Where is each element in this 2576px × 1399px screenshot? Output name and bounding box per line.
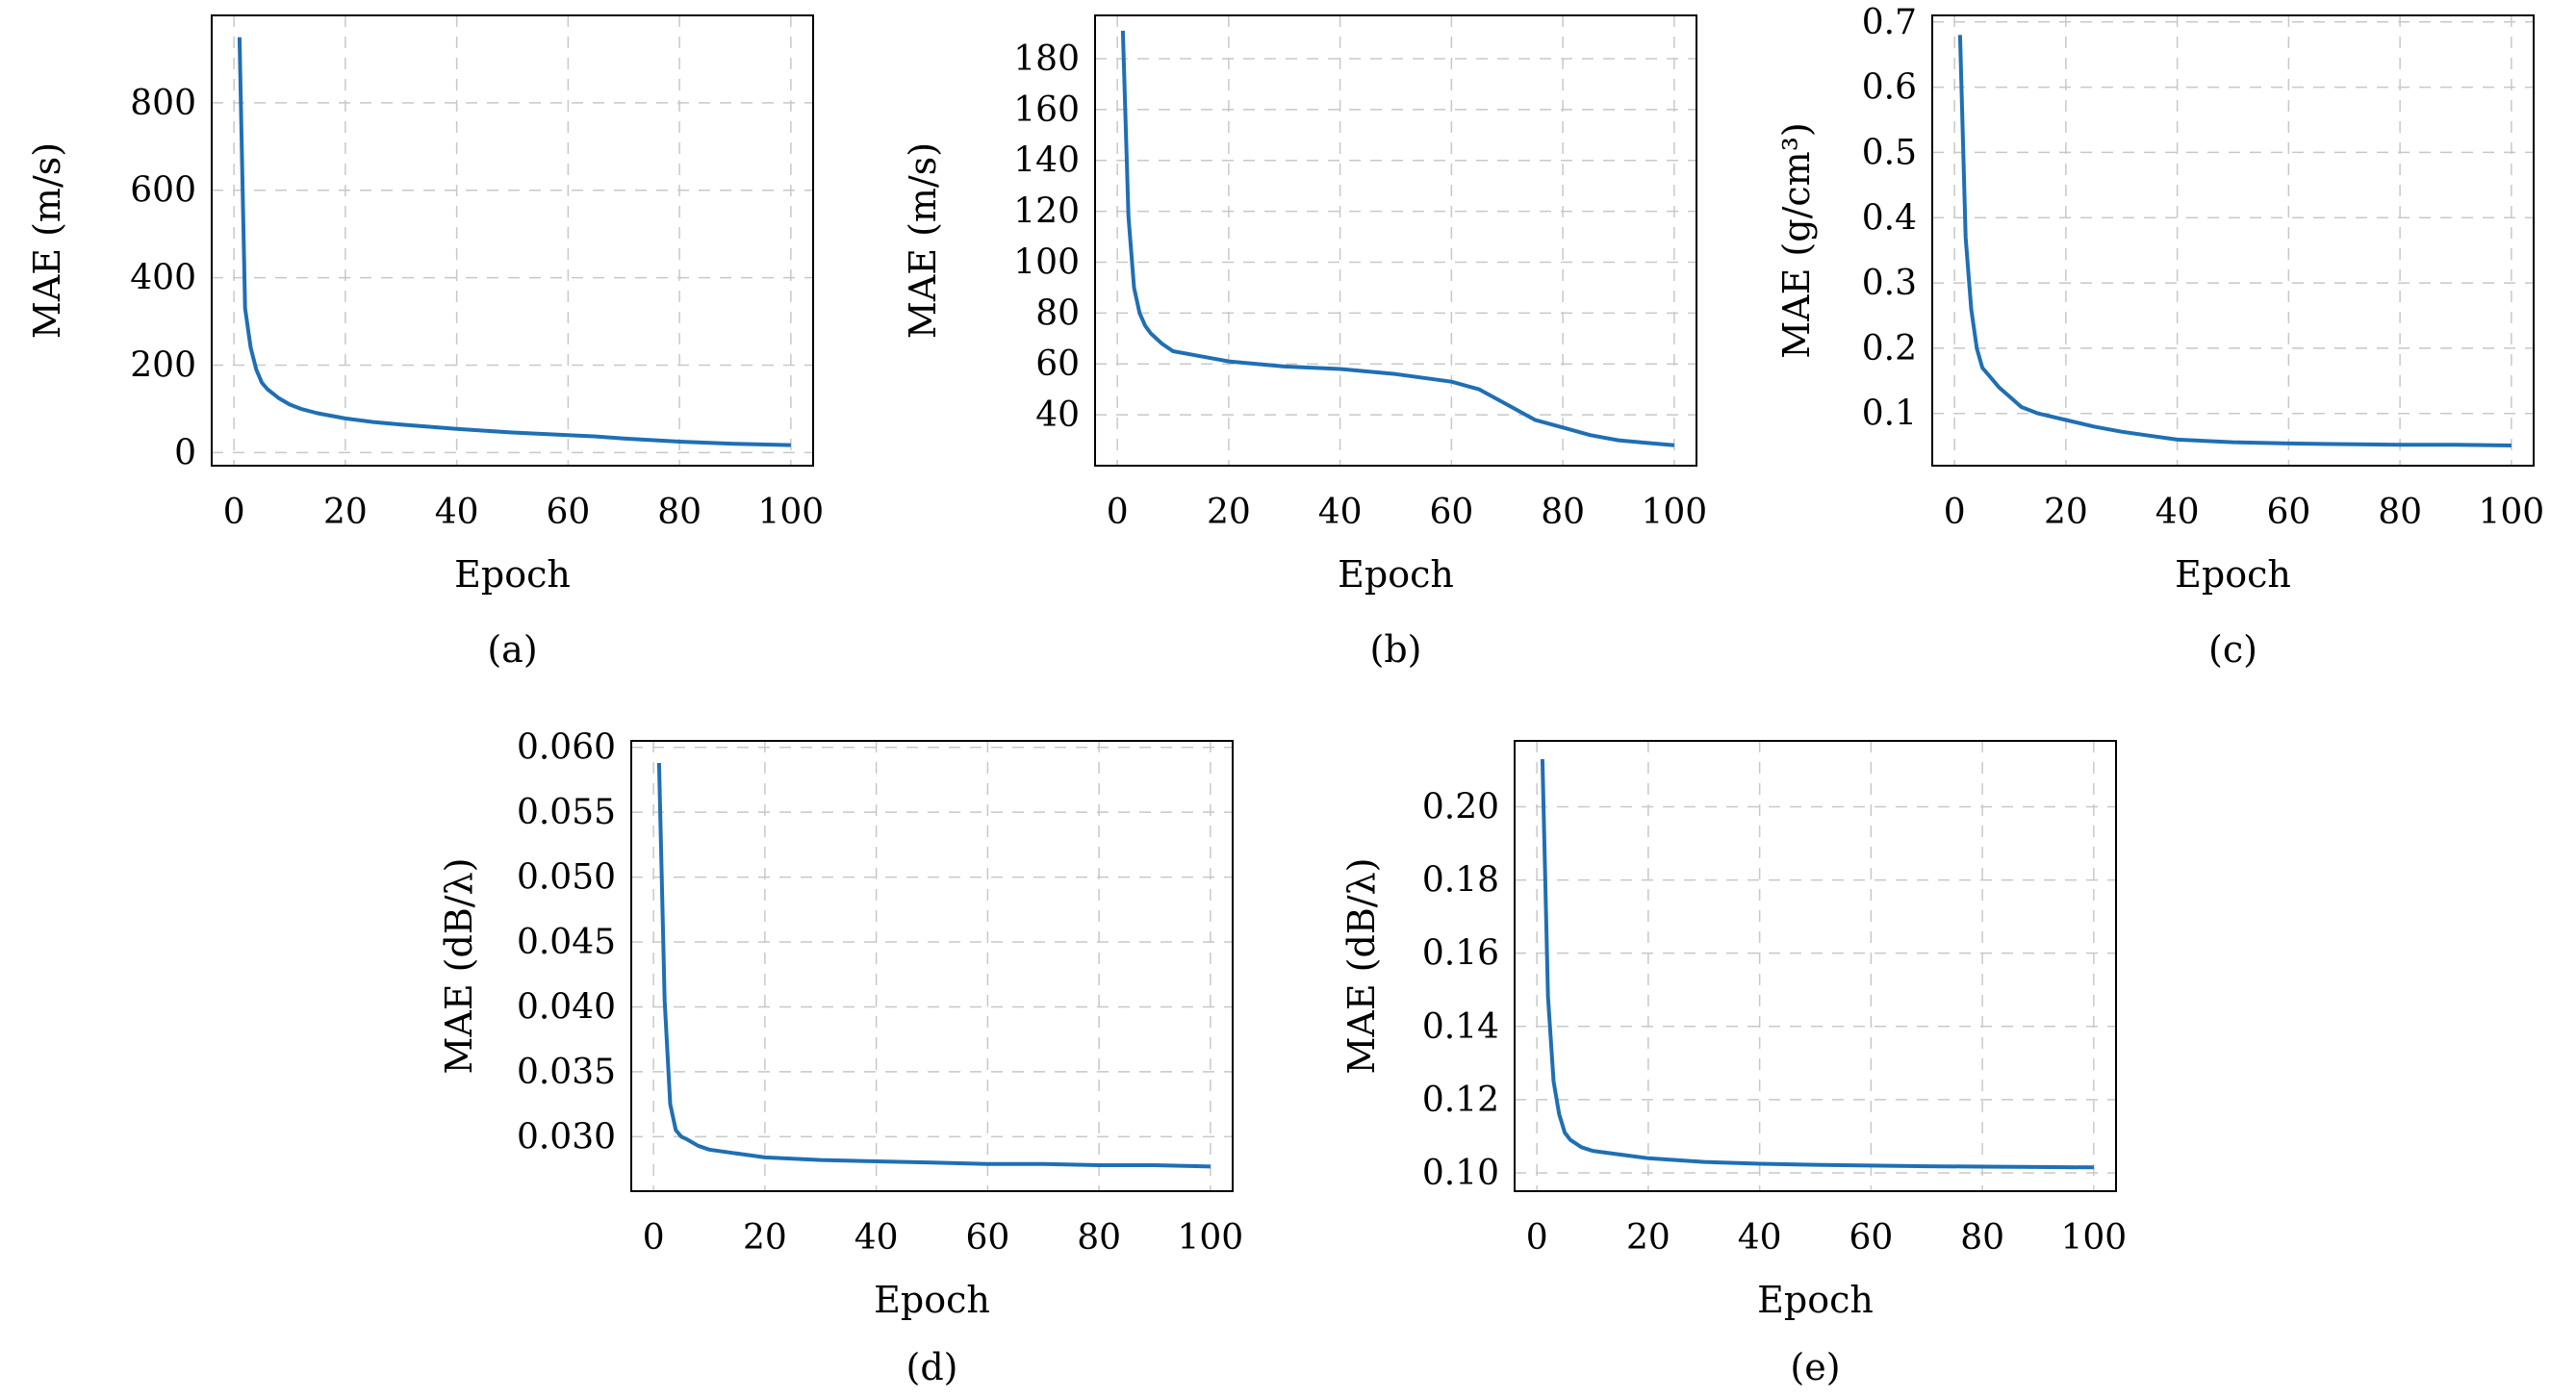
- panel-caption: (b): [1370, 628, 1422, 671]
- chart-panel-2: 0 20 40 60 80 100 0.1 0.2 0.3 0.4 0.5 0.6 0.7 Epoch MA…: [1775, 3, 2544, 671]
- x-tick-label: 0: [223, 493, 245, 532]
- y-tick-label: 80: [1035, 293, 1080, 333]
- x-tick-label: 20: [1207, 493, 1251, 532]
- x-tick-label: 100: [2478, 493, 2544, 532]
- series-line: [656, 762, 1211, 1169]
- x-tick-label: 80: [1077, 1218, 1121, 1258]
- y-tick-label: 0.055: [517, 793, 616, 832]
- y-axis-label: MAE (g/cm³): [1775, 122, 1818, 359]
- panel-caption: (e): [1790, 1346, 1840, 1388]
- panel-caption: (d): [906, 1346, 958, 1388]
- x-axis-label: Epoch: [454, 553, 571, 596]
- chart-panel-3: 0 20 40 60 80 100 0.030 0.035 0.040 0.045 0.050 0.0…: [438, 728, 1243, 1388]
- x-tick-label: 20: [743, 1218, 787, 1258]
- x-axis-label: Epoch: [874, 1279, 990, 1321]
- y-tick-label: 0.10: [1422, 1154, 1499, 1193]
- x-tick-label: 40: [854, 1218, 899, 1258]
- series-line: [237, 37, 791, 447]
- y-tick-label: 0.12: [1422, 1081, 1499, 1120]
- x-tick-label: 40: [1738, 1218, 1782, 1258]
- panel-caption: (a): [487, 628, 537, 671]
- x-tick-label: 0: [1526, 1218, 1548, 1258]
- y-tick-label: 0.030: [517, 1117, 616, 1157]
- y-tick-label: 100: [1013, 242, 1080, 282]
- y-tick-label: 0.14: [1422, 1007, 1499, 1047]
- x-tick-label: 0: [1107, 493, 1129, 532]
- y-tick-label: 140: [1013, 141, 1080, 181]
- y-tick-label: 0.1: [1862, 394, 1917, 434]
- chart-panel-0: 0 20 40 60 80 100 0 200 400 600 800 Epoch MAE (m/s) (…: [26, 14, 824, 671]
- y-tick-label: 400: [130, 259, 196, 298]
- y-tick-label: 0.050: [517, 858, 616, 898]
- y-tick-label: 600: [130, 171, 196, 211]
- y-tick-label: 120: [1013, 192, 1080, 232]
- plot-frame: [630, 740, 1234, 1192]
- x-axis-label: Epoch: [1338, 553, 1454, 596]
- x-tick-label: 0: [1944, 493, 1966, 532]
- y-tick-label: 0.035: [517, 1053, 616, 1092]
- x-tick-label: 20: [2044, 493, 2088, 532]
- x-tick-label: 80: [657, 493, 701, 532]
- y-tick-label: 160: [1013, 90, 1080, 130]
- y-tick-label: 0.045: [517, 923, 616, 962]
- x-tick-label: 60: [965, 1218, 1009, 1258]
- x-tick-label: 80: [2378, 493, 2422, 532]
- x-tick-label: 20: [1626, 1218, 1671, 1258]
- y-tick-label: 0.2: [1862, 329, 1917, 369]
- y-tick-label: 0.6: [1862, 68, 1917, 108]
- x-tick-label: 60: [546, 493, 590, 532]
- y-tick-label: 0.5: [1862, 133, 1917, 172]
- chart-panel-4: 0 20 40 60 80 100 0.10 0.12 0.14 0.16 0.18 0.20 Epoc…: [1340, 740, 2127, 1388]
- x-tick-label: 60: [2266, 493, 2310, 532]
- y-tick-label: 180: [1013, 39, 1080, 79]
- series-line: [1120, 30, 1675, 447]
- y-tick-label: 0.18: [1422, 861, 1499, 901]
- x-axis-label: Epoch: [1757, 1279, 1874, 1321]
- x-tick-label: 100: [757, 493, 824, 532]
- y-tick-label: 0.20: [1422, 787, 1499, 827]
- y-tick-label: 0.060: [517, 728, 616, 768]
- x-tick-label: 80: [1541, 493, 1585, 532]
- x-axis-label: Epoch: [2175, 553, 2291, 596]
- y-axis-label: MAE (dB/λ): [438, 858, 480, 1075]
- y-tick-label: 0.4: [1862, 198, 1917, 238]
- x-tick-label: 100: [2060, 1218, 2127, 1258]
- y-tick-label: 800: [130, 84, 196, 123]
- chart-panel-1: 0 20 40 60 80 100 40 60 80 100 120 140 160 180 Epoch MA…: [902, 14, 1707, 671]
- plot-frame: [1514, 740, 2117, 1192]
- x-tick-label: 100: [1177, 1218, 1243, 1258]
- x-tick-label: 40: [435, 493, 479, 532]
- plot-frame: [1931, 14, 2535, 467]
- y-tick-label: 0: [174, 433, 196, 472]
- y-tick-label: 0.040: [517, 987, 616, 1027]
- x-tick-label: 60: [1429, 493, 1473, 532]
- y-tick-label: 0.16: [1422, 934, 1499, 974]
- y-tick-label: 0.7: [1862, 3, 1917, 42]
- y-tick-label: 40: [1035, 395, 1080, 435]
- y-tick-label: 200: [130, 345, 196, 385]
- y-axis-label: MAE (dB/λ): [1340, 858, 1383, 1075]
- x-tick-label: 0: [643, 1218, 665, 1258]
- y-axis-label: MAE (m/s): [902, 142, 944, 339]
- x-tick-label: 100: [1641, 493, 1707, 532]
- y-tick-label: 60: [1035, 344, 1080, 384]
- x-tick-label: 40: [1318, 493, 1363, 532]
- plot-frame: [211, 14, 814, 467]
- y-axis-label: MAE (m/s): [26, 142, 68, 339]
- x-tick-label: 20: [323, 493, 368, 532]
- y-tick-label: 0.3: [1862, 264, 1917, 303]
- plot-frame: [1094, 14, 1697, 467]
- x-tick-label: 80: [1960, 1218, 2004, 1258]
- series-line: [1957, 35, 2512, 447]
- series-line: [1540, 758, 2094, 1170]
- panel-caption: (c): [2208, 628, 2257, 671]
- x-tick-label: 60: [1849, 1218, 1893, 1258]
- x-tick-label: 40: [2155, 493, 2200, 532]
